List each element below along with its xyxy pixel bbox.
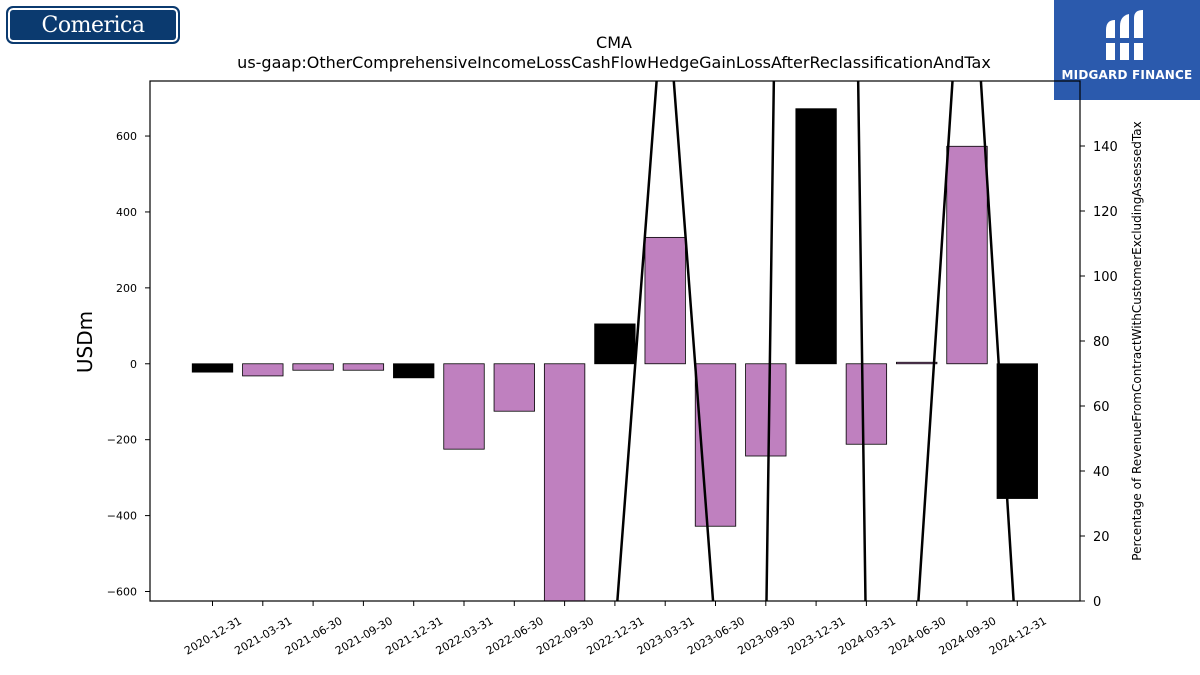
- bar-2024-09-30: [946, 145, 988, 365]
- y-tick-label: −600: [107, 586, 137, 599]
- y2-tick-label: 100: [1093, 270, 1118, 285]
- y-axis: −600 −400 −200 0 200 400 600: [107, 130, 150, 599]
- y2-tick-label: 20: [1093, 530, 1110, 545]
- midgard-finance-logo: MIDGARD FINANCE: [1054, 0, 1200, 100]
- bar-group: [191, 108, 1038, 601]
- comerica-logo: Comerica: [6, 6, 180, 44]
- y2-axis-label: Percentage of RevenueFromContractWithCus…: [1130, 121, 1144, 560]
- y2-tick-label: 120: [1093, 205, 1118, 220]
- x-axis: 2020-12-312021-03-312021-06-302021-09-30…: [182, 601, 1049, 658]
- line-series: [616, 81, 1015, 601]
- y-axis-label: USDm: [73, 311, 97, 373]
- y-tick-label: −400: [107, 510, 137, 523]
- midgard-logo-text: MIDGARD FINANCE: [1061, 68, 1193, 82]
- y-tick-label: 0: [130, 358, 137, 371]
- chart-subtitle: us-gaap:OtherComprehensiveIncomeLossCash…: [237, 53, 991, 72]
- y-tick-label: −200: [107, 434, 137, 447]
- bar-2024-03-31: [845, 363, 888, 445]
- bar-2021-12-31: [393, 363, 435, 379]
- y-tick-label: 600: [116, 130, 137, 143]
- y2-tick-label: 40: [1093, 465, 1110, 480]
- y-tick-label: 400: [116, 206, 137, 219]
- chart-title: CMA: [596, 33, 632, 52]
- bar-2023-03-31: [644, 236, 686, 365]
- y2-tick-label: 0: [1093, 595, 1101, 610]
- bar-2022-03-31: [443, 363, 485, 450]
- bar-2023-12-31: [795, 108, 837, 365]
- y2-axis: 0 20 40 60 80 100 120 140: [1080, 140, 1118, 610]
- bar-2021-09-30: [342, 363, 385, 371]
- line-layer: [616, 81, 1015, 601]
- comerica-logo-text: Comerica: [41, 12, 145, 38]
- y2-tick-label: 80: [1093, 335, 1110, 350]
- bar-2022-09-30: [543, 363, 586, 601]
- bar-2021-06-30: [292, 363, 334, 371]
- bar-2022-06-30: [493, 363, 535, 412]
- bar-2022-12-31: [594, 323, 636, 365]
- bar-2023-09-30: [745, 363, 787, 457]
- midgard-mark-icon: [1106, 10, 1143, 60]
- y2-tick-label: 60: [1093, 400, 1110, 415]
- bar-2020-12-31: [191, 363, 234, 373]
- y2-tick-label: 140: [1093, 140, 1118, 155]
- y-tick-label: 200: [116, 282, 137, 295]
- bar-2021-03-31: [242, 363, 284, 377]
- x-tick-label: 2024-12-31: [987, 614, 1049, 657]
- bar-2024-06-30: [896, 361, 938, 365]
